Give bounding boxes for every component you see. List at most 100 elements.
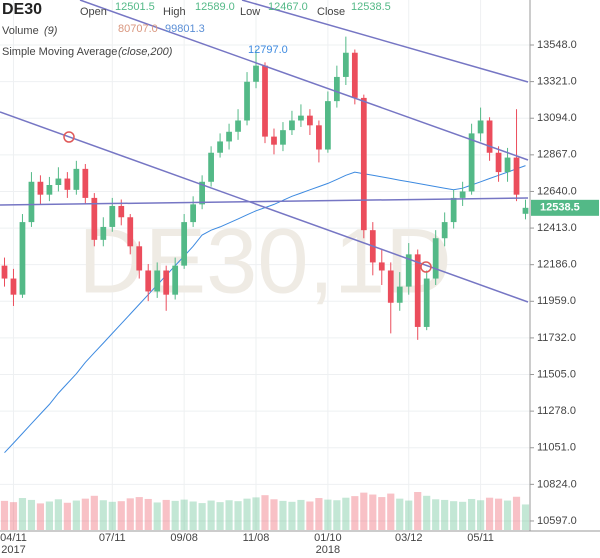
volume-bar [414, 492, 422, 530]
candle-body [136, 246, 143, 271]
volume-bar [0, 500, 9, 530]
candle-body [217, 141, 223, 153]
volume-bar [189, 501, 197, 530]
y-tick-label: 11051.0 [537, 442, 576, 454]
candle-body [19, 222, 26, 295]
candle-body [100, 226, 107, 240]
candle-body [199, 181, 205, 205]
volume-bar [351, 496, 359, 530]
x-tick-label: 03/12 [395, 532, 423, 544]
candle-body [127, 217, 134, 247]
candle-body [244, 81, 250, 121]
volume-bar [297, 499, 305, 530]
volume-bar [360, 492, 368, 530]
candle-body [351, 52, 358, 98]
candle-body [46, 185, 53, 195]
candle-body [82, 168, 89, 198]
candle-body [486, 120, 493, 153]
candle-body [342, 52, 349, 77]
volume-bar [225, 500, 233, 530]
candle-body [441, 222, 448, 239]
volume-bar [485, 497, 494, 530]
legend-label: High [163, 6, 186, 18]
volume-bar [477, 500, 485, 530]
y-tick-label: 13548.0 [537, 39, 577, 51]
y-tick-label: 12867.0 [537, 149, 577, 161]
candle-body [298, 115, 304, 121]
trend-line [0, 111, 529, 303]
candle-body [396, 286, 403, 303]
volume-bar [99, 500, 107, 530]
volume-bar [126, 498, 134, 530]
y-tick-label: 11959.0 [537, 295, 576, 307]
volume-bar [503, 500, 512, 530]
candle-body [73, 168, 80, 190]
volume-bar [378, 497, 386, 530]
candle-body [495, 152, 502, 173]
marks-layer [0, 36, 530, 530]
volume-bar [387, 493, 395, 530]
y-tick-label: 11732.0 [537, 332, 576, 344]
volume-bar [306, 501, 314, 530]
candle-body [181, 222, 188, 266]
volume-bar [459, 501, 467, 530]
candle-body [163, 270, 170, 295]
candle-body [289, 120, 295, 131]
volume-bar [450, 501, 458, 530]
trend-line [241, 0, 529, 83]
volume-bar [423, 495, 431, 530]
candle-body [145, 270, 152, 292]
volume-bar [153, 502, 161, 530]
volume-bar [234, 501, 242, 530]
candle-body [37, 181, 44, 195]
volume-bar [207, 500, 215, 530]
candle-body [253, 65, 259, 82]
volume-bar [198, 503, 206, 530]
legend-label: Low [240, 6, 260, 18]
x-tick-label: 09/08 [170, 532, 198, 544]
volume-label: Volume [2, 25, 39, 37]
volume-bar [81, 498, 89, 530]
x-year-label: 2018 [316, 544, 340, 556]
candle-body [316, 125, 322, 150]
candle-body [378, 262, 385, 271]
volume-bar [494, 498, 503, 530]
legend-value: 12538.5 [351, 1, 391, 13]
candle-body [280, 130, 286, 145]
volume-bar [252, 497, 260, 530]
candle-body [307, 115, 313, 126]
last-price-tag [531, 199, 599, 216]
x-year-label: 2017 [1, 544, 25, 556]
volume-bar [108, 501, 116, 530]
legend-value: 12589.0 [195, 1, 235, 13]
legend-label: Close [317, 6, 345, 18]
volume-bar [27, 499, 36, 530]
candle-body [190, 204, 197, 223]
anchor-point [420, 261, 432, 273]
candle-body [459, 191, 466, 198]
candle-body [55, 178, 62, 185]
volume-bar [441, 499, 449, 530]
volume-bar [324, 499, 332, 530]
candle-body [262, 65, 268, 137]
volume-bar [243, 498, 251, 530]
ma-label: Simple Moving Average [2, 46, 117, 58]
y-tick-label: 10824.0 [537, 478, 577, 490]
volume-bar [135, 497, 143, 530]
labels-layer: 13548.0 13321.0 13094.0 12867.0 12640.0 12413… [0, 39, 599, 556]
y-tick-label: 13321.0 [537, 76, 577, 88]
volume-bar [162, 499, 170, 530]
volume-bar [63, 502, 71, 530]
candle-body [271, 136, 277, 145]
ma-param: (close,200) [118, 46, 173, 58]
volume-value: 80707.0 [118, 23, 158, 35]
volume-bar [9, 502, 18, 530]
volume-bar [72, 500, 80, 530]
candle-body [504, 157, 511, 173]
y-tick-label: 12640.0 [537, 185, 577, 197]
volume-bar [117, 501, 125, 530]
volume-bar [36, 503, 45, 530]
candle-body [522, 207, 529, 214]
candle-body [28, 181, 35, 223]
